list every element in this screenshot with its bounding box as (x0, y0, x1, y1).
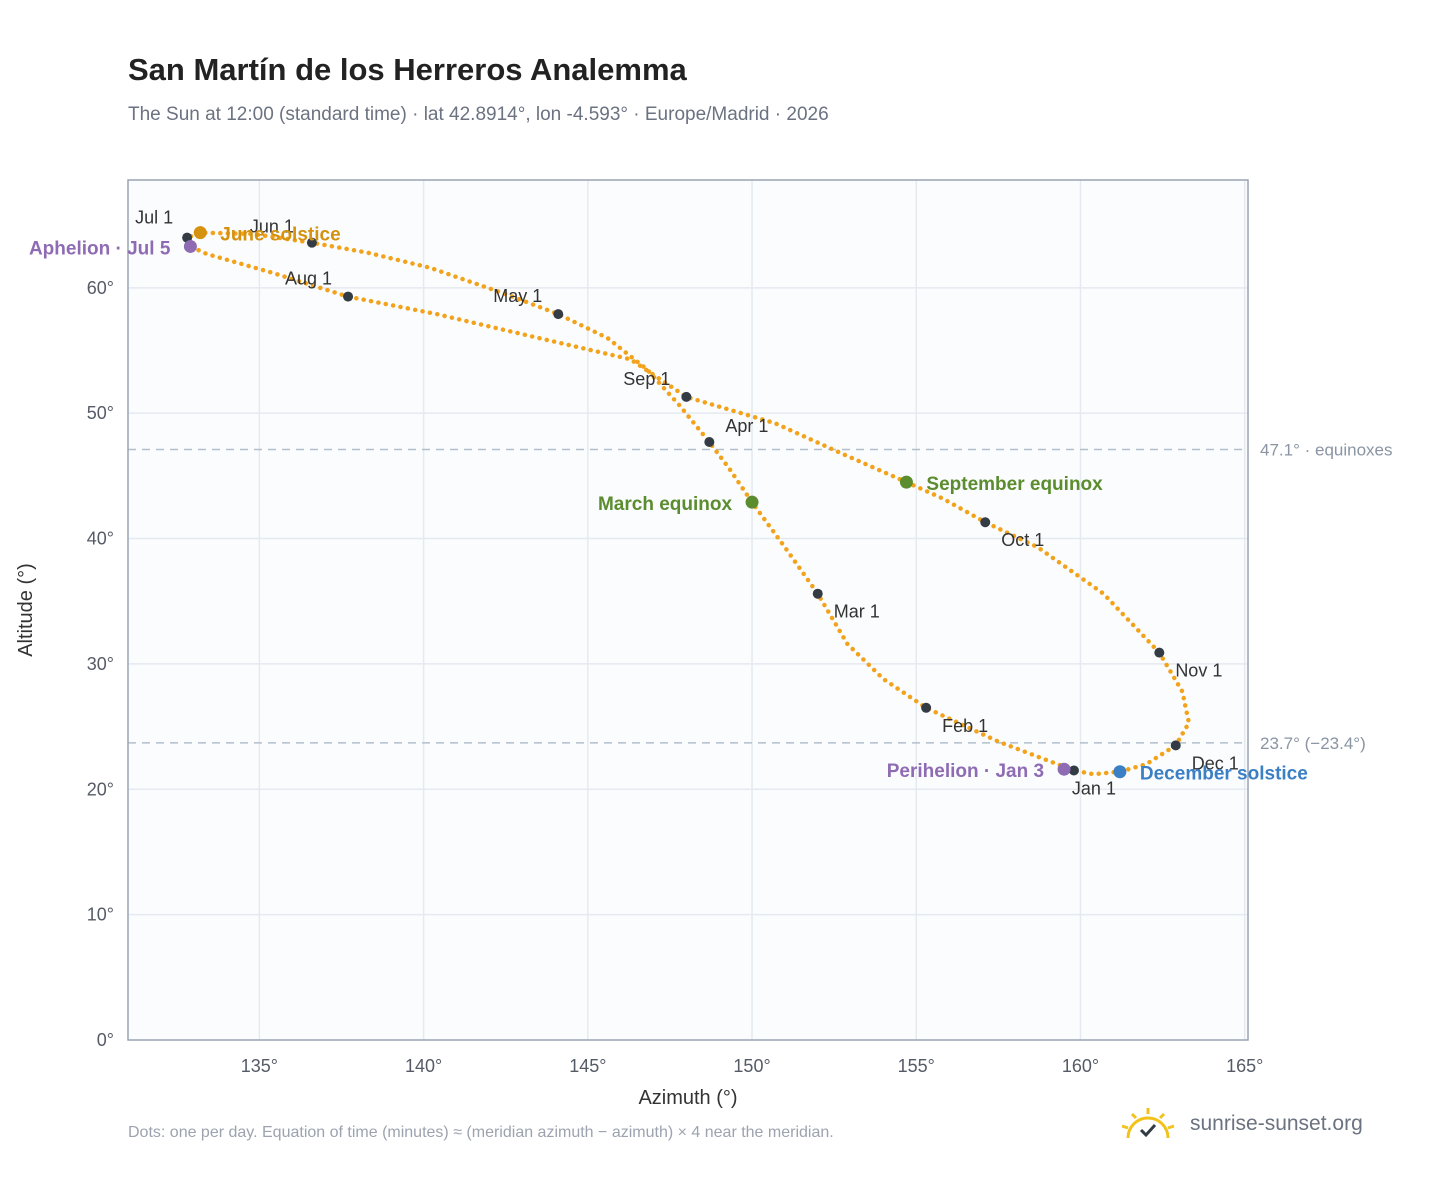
brand-logo[interactable]: sunrise-sunset.org (1120, 1102, 1363, 1146)
y-tick-label: 40° (87, 529, 114, 549)
chart-subtitle: The Sun at 12:00 (standard time) · lat 4… (128, 104, 829, 125)
footnote: Dots: one per day. Equation of time (min… (128, 1124, 834, 1141)
y-tick-label: 10° (87, 905, 114, 925)
grid-lines (128, 180, 1248, 1040)
month-label: Feb 1 (942, 716, 988, 736)
month-label: Mar 1 (834, 602, 880, 622)
plot-background (128, 180, 1248, 1040)
event-marker (745, 495, 759, 509)
x-tick-label: 145° (569, 1056, 606, 1076)
month-marker (553, 309, 564, 320)
month-label: Jan 1 (1072, 778, 1116, 798)
y-tick-label: 20° (87, 779, 114, 799)
month-marker (980, 517, 991, 528)
month-label: Dec 1 (1192, 753, 1239, 773)
event-label: March equinox (598, 494, 733, 515)
x-tick-label: 160° (1062, 1056, 1099, 1076)
reference-lines: 47.1° · equinoxes 23.7° (−23.4°) (128, 441, 1393, 753)
analemma-curve (184, 230, 1192, 777)
month-marker (1068, 765, 1079, 776)
y-tick-label: 50° (87, 403, 114, 423)
x-tick-label: 140° (405, 1056, 442, 1076)
event-label: September equinox (926, 474, 1103, 495)
y-axis-label: Altitude (°) (15, 563, 37, 657)
x-tick-label: 165° (1226, 1056, 1263, 1076)
chart-title: San Martín de los Herreros Analemma (128, 52, 687, 87)
month-marker (704, 437, 715, 448)
x-tick-label: 150° (733, 1056, 770, 1076)
event-markers: Aphelion · Jul 5 June solstice March equin… (29, 225, 1308, 785)
y-tick-label: 0° (97, 1030, 114, 1050)
month-marker (343, 291, 354, 302)
event-label: Perihelion · Jan 3 (887, 761, 1044, 782)
event-label: Aphelion · Jul 5 (29, 238, 171, 259)
y-tick-label: 60° (87, 278, 114, 298)
month-label: May 1 (493, 286, 542, 306)
sun-logo-icon (1121, 1108, 1175, 1139)
brand-name: sunrise-sunset.org (1190, 1112, 1363, 1135)
month-label: Oct 1 (1001, 530, 1044, 550)
event-label: June solstice (220, 225, 340, 246)
month-marker (306, 237, 317, 248)
event-marker (193, 226, 207, 240)
month-label: Sep 1 (623, 369, 670, 389)
y-tick-label: 30° (87, 654, 114, 674)
reference-line-label: 23.7° (−23.4°) (1260, 734, 1366, 753)
plot-frame (127, 179, 1249, 1041)
month-marker (921, 702, 932, 713)
month-marker (681, 391, 692, 402)
event-label: December solstice (1140, 764, 1308, 785)
x-axis-label: Azimuth (°) (638, 1087, 737, 1109)
month-label: Nov 1 (1175, 661, 1222, 681)
analemma-path (184, 230, 1192, 777)
event-marker (899, 475, 913, 489)
month-marker (1170, 740, 1181, 751)
month-label: Aug 1 (285, 269, 332, 289)
month-marker (812, 588, 823, 599)
month-label: Apr 1 (725, 416, 768, 436)
x-tick-label: 135° (241, 1056, 278, 1076)
reference-line-label: 47.1° · equinoxes (1260, 441, 1393, 460)
axis-ticks: 135° 140° 145° 150° 155° 160° 165° 0° 10° 20° 30° 4… (87, 278, 1264, 1076)
month-label: Jun 1 (250, 217, 294, 237)
event-marker (1057, 762, 1071, 776)
event-marker (1113, 765, 1127, 779)
month-label: Jul 1 (135, 208, 173, 228)
x-tick-label: 155° (898, 1056, 935, 1076)
event-marker (183, 239, 197, 253)
month-markers: Jan 1 Feb 1 Mar 1 Apr 1 May 1 Jun 1 Jul 1 Aug 1… (135, 208, 1239, 799)
month-marker (1154, 647, 1165, 658)
